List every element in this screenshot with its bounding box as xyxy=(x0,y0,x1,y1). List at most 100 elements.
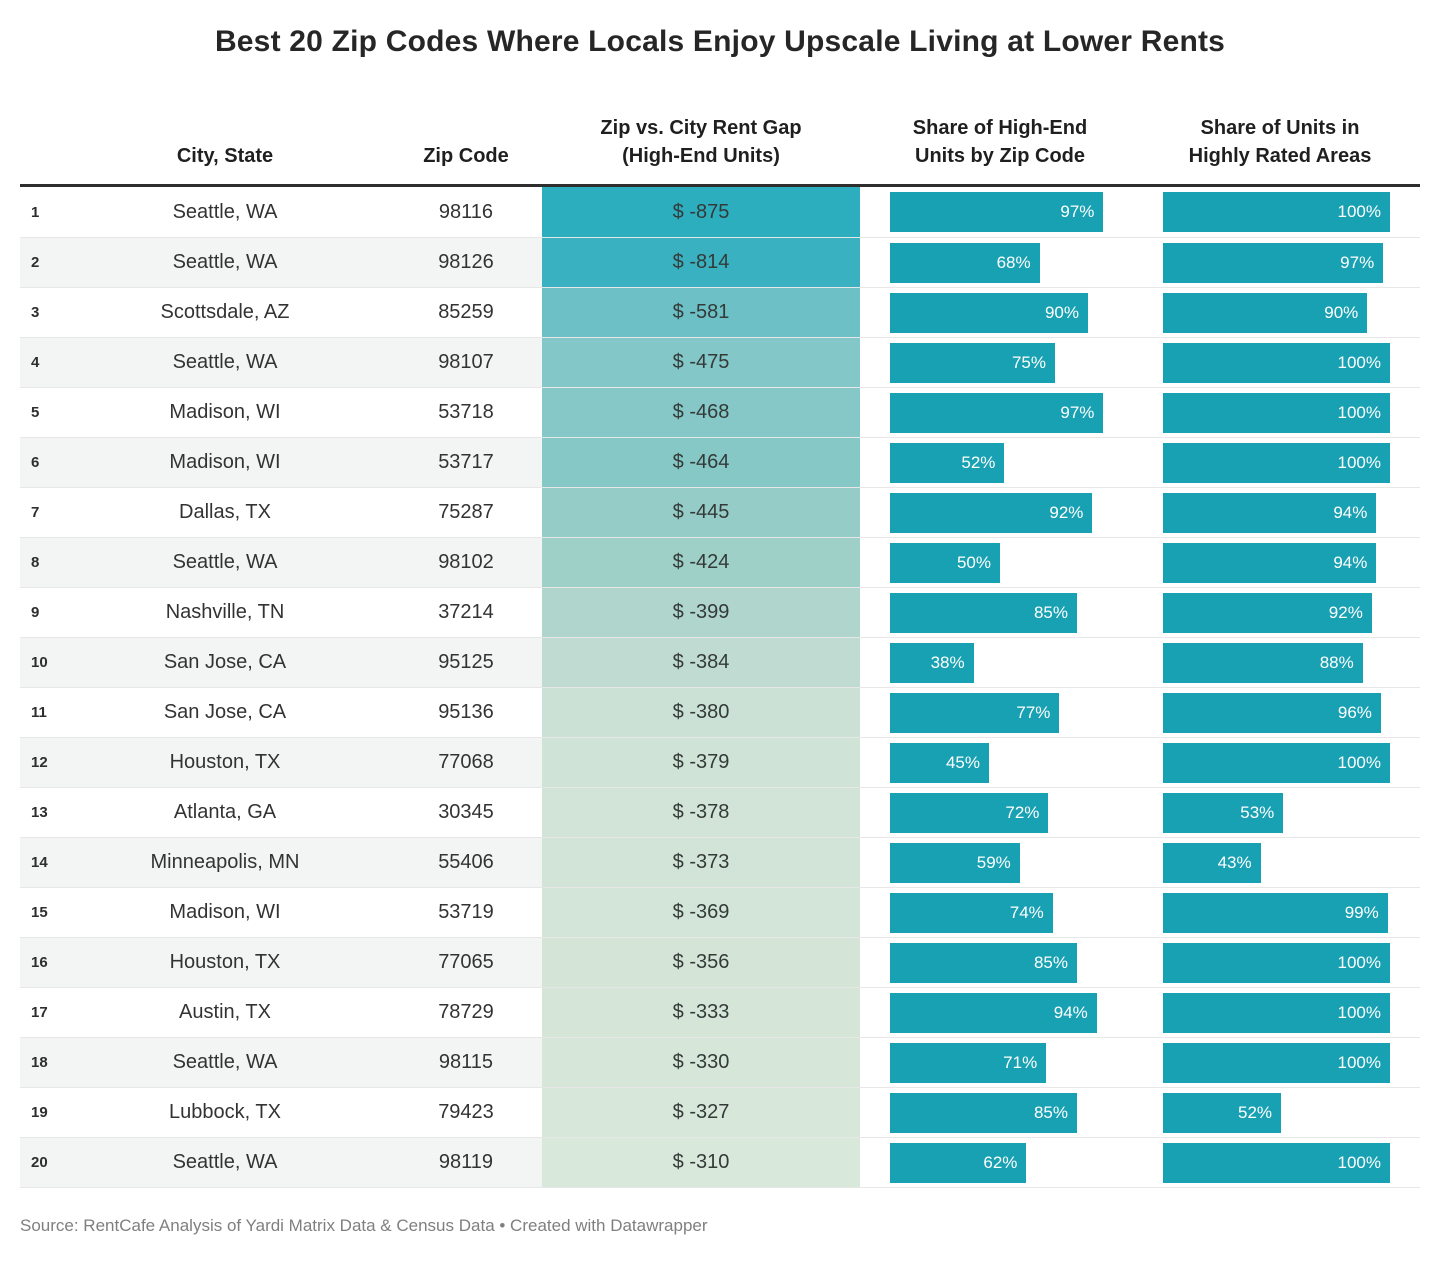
share-rated-bar: 100% xyxy=(1163,342,1390,383)
share-high-end-cell: 75% xyxy=(860,338,1140,387)
rent-gap-cell: $ -464 xyxy=(542,438,860,487)
zip-cell: 53717 xyxy=(390,438,542,487)
zip-cell: 53718 xyxy=(438,401,494,423)
zip-cell: 77065 xyxy=(390,938,542,987)
share-high-end-bar: 85% xyxy=(890,1092,1077,1133)
share-high-end-cell: 62% xyxy=(860,1138,1140,1187)
rank-cell: 12 xyxy=(20,738,60,787)
zip-cell: 37214 xyxy=(438,601,494,623)
bar-value-label: 68% xyxy=(996,252,1031,272)
city-cell: Madison, WI xyxy=(169,901,281,923)
bar-value-label: 92% xyxy=(1328,602,1363,622)
share-rated-cell: 94% xyxy=(1140,538,1420,587)
share-high-end-cell: 50% xyxy=(860,538,1140,587)
rank-cell: 9 xyxy=(31,604,40,621)
rank-cell: 16 xyxy=(20,938,60,987)
share-high-end-cell: 68% xyxy=(860,238,1140,287)
rank-cell: 5 xyxy=(31,404,40,421)
share-rated-cell: 100% xyxy=(1140,1138,1420,1187)
bar-value-label: 94% xyxy=(1333,552,1368,572)
share-rated-bar: 94% xyxy=(1163,492,1377,533)
table-row: 16 Houston, TX 77065 $ -356 85% 100% xyxy=(20,937,1420,987)
share-rated-bar: 100% xyxy=(1163,992,1390,1033)
share-rated-bar: 100% xyxy=(1163,942,1390,983)
share-high-end-bar: 62% xyxy=(890,1142,1027,1183)
table-row: 10 San Jose, CA 95125 $ -384 38% 88% xyxy=(20,637,1420,687)
zip-cell: 55406 xyxy=(390,838,542,887)
share-high-end-cell: 90% xyxy=(860,288,1140,337)
share-rated-bar: 43% xyxy=(1163,842,1261,883)
bar-value-label: 62% xyxy=(983,1152,1018,1172)
zip-cell: 75287 xyxy=(438,501,494,523)
table-row: 20 Seattle, WA 98119 $ -310 62% 100% xyxy=(20,1137,1420,1187)
rent-gap-cell: $ -445 xyxy=(542,488,860,537)
zip-cell: 98126 xyxy=(390,238,542,287)
bar-value-label: 90% xyxy=(1044,302,1079,322)
table-body: 1 Seattle, WA 98116 $ -875 97% 100% 2 Seattle, … xyxy=(20,187,1420,1188)
table-row: 12 Houston, TX 77068 $ -379 45% 100% xyxy=(20,737,1420,787)
bar-value-label: 72% xyxy=(1005,802,1040,822)
share-high-end-bar: 68% xyxy=(890,242,1040,283)
share-rated-bar: 96% xyxy=(1163,692,1381,733)
table-row: 14 Minneapolis, MN 55406 $ -373 59% 43% xyxy=(20,837,1420,887)
share-high-end-cell: 77% xyxy=(860,688,1140,737)
share-rated-bar: 100% xyxy=(1163,392,1390,433)
share-high-end-bar: 72% xyxy=(890,792,1049,833)
city-cell: Seattle, WA xyxy=(60,1038,390,1087)
share-rated-cell: 100% xyxy=(1140,1038,1420,1087)
table-row: 17 Austin, TX 78729 $ -333 94% 100% xyxy=(20,987,1420,1037)
share-rated-cell: 99% xyxy=(1140,888,1420,937)
rank-cell: 20 xyxy=(20,1138,60,1187)
table-row: 5 Madison, WI 53718 $ -468 97% 100% xyxy=(20,387,1420,437)
share-rated-cell: 100% xyxy=(1140,388,1420,437)
city-cell: Seattle, WA xyxy=(60,538,390,587)
zip-cell: 98115 xyxy=(390,1038,542,1087)
share-high-end-bar: 97% xyxy=(890,192,1104,232)
zip-cell: 98107 xyxy=(390,338,542,387)
bar-value-label: 45% xyxy=(945,752,980,772)
bar-value-label: 100% xyxy=(1337,352,1381,372)
city-cell: Minneapolis, MN xyxy=(60,838,390,887)
share-high-end-bar: 71% xyxy=(890,1042,1047,1083)
city-cell: San Jose, CA xyxy=(163,701,287,723)
rank-cell: 19 xyxy=(31,1104,48,1121)
zip-cell: 98119 xyxy=(390,1138,542,1187)
bar-value-label: 85% xyxy=(1033,952,1068,972)
col-header-city: City, State xyxy=(176,145,274,167)
zip-cell: 79423 xyxy=(438,1101,494,1123)
table-row: 19 Lubbock, TX 79423 $ -327 85% 52% xyxy=(20,1087,1420,1137)
chart-title: Best 20 Zip Codes Where Locals Enjoy Ups… xyxy=(214,25,1226,58)
rent-gap-cell: $ -369 xyxy=(542,888,860,937)
rent-gap-cell: $ -814 xyxy=(542,238,860,287)
rent-gap-cell: $ -399 xyxy=(542,588,860,637)
share-high-end-cell: 45% xyxy=(860,738,1140,787)
rent-gap-cell: $ -327 xyxy=(542,1088,860,1137)
bar-value-label: 100% xyxy=(1337,752,1381,772)
bar-value-label: 53% xyxy=(1240,802,1275,822)
share-rated-bar: 92% xyxy=(1163,592,1372,633)
bar-value-label: 85% xyxy=(1033,1102,1068,1122)
rent-gap-cell: $ -581 xyxy=(542,288,860,337)
city-cell: Seattle, WA xyxy=(60,1138,390,1187)
city-cell: Dallas, TX xyxy=(179,501,271,523)
source-note: Source: RentCafe Analysis of Yardi Matri… xyxy=(20,1216,708,1235)
share-high-end-cell: 74% xyxy=(860,888,1140,937)
share-high-end-bar: 52% xyxy=(890,442,1005,483)
bar-value-label: 97% xyxy=(1060,402,1095,422)
rank-cell: 4 xyxy=(20,338,60,387)
share-rated-cell: 94% xyxy=(1140,488,1420,537)
share-high-end-cell: 72% xyxy=(860,788,1140,837)
table-row: 8 Seattle, WA 98102 $ -424 50% 94% xyxy=(20,537,1420,587)
table-row: 7 Dallas, TX 75287 $ -445 92% 94% xyxy=(20,487,1420,537)
share-high-end-bar: 94% xyxy=(890,992,1097,1033)
rank-cell: 2 xyxy=(20,238,60,287)
zip-cell: 95136 xyxy=(438,701,494,723)
rent-gap-cell: $ -379 xyxy=(542,738,860,787)
city-cell: Seattle, WA xyxy=(60,338,390,387)
share-rated-bar: 100% xyxy=(1163,192,1390,232)
city-cell: Houston, TX xyxy=(60,938,390,987)
share-high-end-cell: 52% xyxy=(860,438,1140,487)
share-rated-bar: 52% xyxy=(1163,1092,1282,1133)
col-header-rent-gap: Zip vs. City Rent Gap (High-End Units) xyxy=(600,117,802,167)
bar-value-label: 97% xyxy=(1060,202,1095,221)
